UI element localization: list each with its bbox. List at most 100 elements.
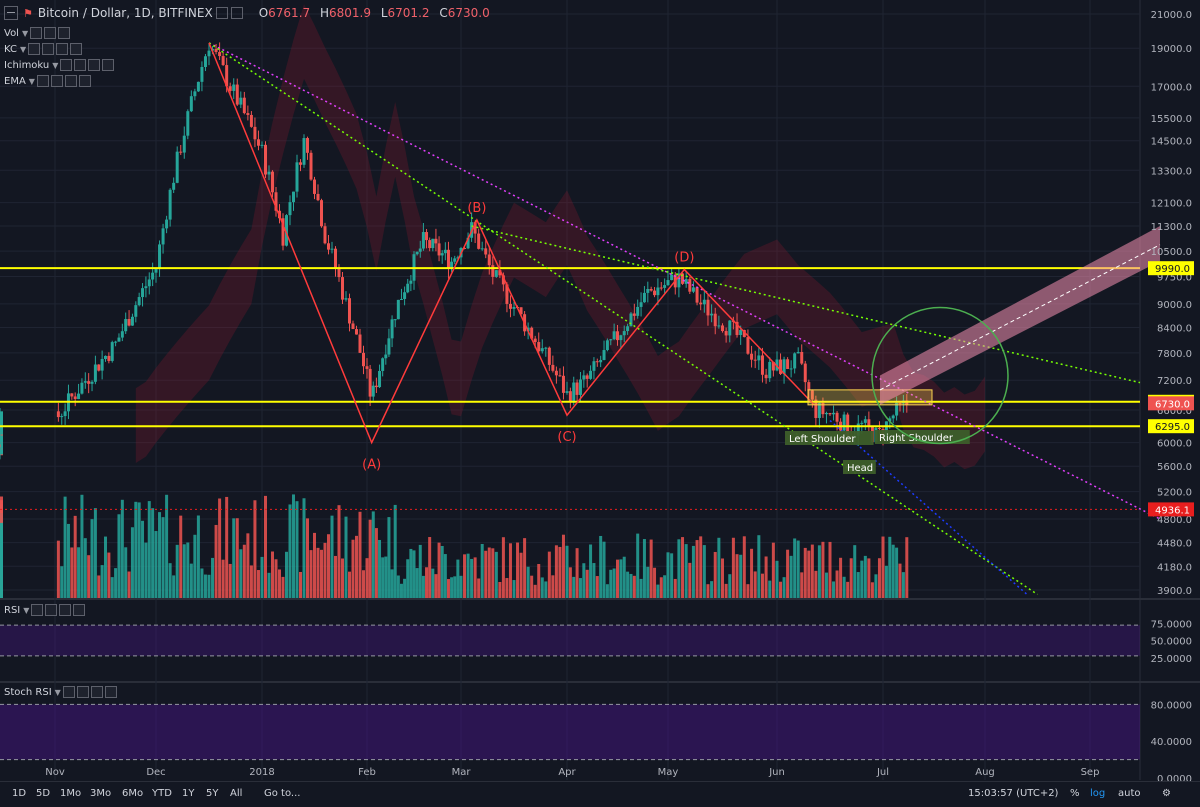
gear-icon[interactable] xyxy=(42,43,55,55)
log-toggle[interactable]: log xyxy=(1090,788,1106,799)
volume-bar xyxy=(189,563,193,598)
price-tick-label: 19000.0 xyxy=(1151,44,1192,55)
collapse-icon[interactable] xyxy=(4,6,18,20)
volume-bar xyxy=(856,572,860,598)
more-icon[interactable] xyxy=(73,604,86,616)
more-icon[interactable] xyxy=(104,686,117,698)
candle-body xyxy=(582,375,586,380)
volume-bar xyxy=(612,568,616,598)
chevron-down-icon[interactable]: ▼ xyxy=(54,687,61,697)
left-shoulder-label: Left Shoulder xyxy=(785,431,874,445)
candle-body xyxy=(327,243,330,250)
candle-body xyxy=(87,381,91,384)
volume-bar xyxy=(793,538,797,598)
pane-rsi-legend[interactable]: RSI ▼ xyxy=(4,603,86,617)
candle-body xyxy=(599,359,603,363)
range-1y-button[interactable]: 1Y xyxy=(182,788,195,799)
chevron-down-icon[interactable]: ▼ xyxy=(23,605,30,615)
indicator-ichimoku[interactable]: Ichimoku ▼ xyxy=(4,58,115,72)
range-3mo-button[interactable]: 3Mo xyxy=(90,788,112,799)
eye-icon[interactable] xyxy=(28,43,41,55)
candle-body xyxy=(663,285,667,288)
volume-bar xyxy=(256,570,260,598)
indicator-ema[interactable]: EMA ▼ xyxy=(4,74,91,88)
range-1d-button[interactable]: 1D xyxy=(12,788,27,799)
auto-toggle[interactable]: auto xyxy=(1118,788,1141,799)
candle-body xyxy=(144,286,148,289)
candle-body xyxy=(605,340,609,351)
candle-body xyxy=(396,299,400,320)
volume-bar xyxy=(378,539,382,598)
volume-bar xyxy=(619,559,623,598)
range-6mo-button[interactable]: 6Mo xyxy=(122,788,144,799)
settings-box-icon[interactable] xyxy=(230,7,243,19)
indicator-kc[interactable]: KC ▼ xyxy=(4,42,83,56)
bitfinex-logo-icon: ⚑ xyxy=(23,6,33,20)
volume-bar xyxy=(768,580,772,598)
candle-body xyxy=(684,279,688,284)
close-icon[interactable] xyxy=(58,27,71,39)
more-icon[interactable] xyxy=(102,59,115,71)
symbol-title[interactable]: Bitcoin / Dollar, 1D, BITFINEX xyxy=(37,6,213,20)
volume-bar xyxy=(839,557,843,598)
volume-bar xyxy=(218,498,222,598)
candle-body xyxy=(378,370,382,388)
gear-icon[interactable] xyxy=(74,59,87,71)
range-ytd-button[interactable]: YTD xyxy=(152,788,172,799)
indicator-vol[interactable]: Vol ▼ xyxy=(4,26,71,40)
eye-icon[interactable] xyxy=(36,75,49,87)
candle-body xyxy=(330,248,334,250)
candle-body xyxy=(602,350,606,360)
candle-body xyxy=(846,414,850,436)
range-5y-button[interactable]: 5Y xyxy=(206,788,219,799)
eye-icon[interactable] xyxy=(60,59,73,71)
close-icon[interactable] xyxy=(88,59,101,71)
candle-body xyxy=(753,359,757,361)
close-icon[interactable] xyxy=(64,75,77,87)
volume-bar xyxy=(782,577,786,598)
gear-icon[interactable] xyxy=(50,75,63,87)
volume-bar xyxy=(572,576,576,598)
candle-body xyxy=(616,331,619,341)
range-all-button[interactable]: All xyxy=(230,788,243,799)
volume-bar xyxy=(83,538,87,598)
close-icon[interactable] xyxy=(59,604,72,616)
gear-icon[interactable] xyxy=(45,604,58,616)
candle-body xyxy=(895,402,899,416)
price-tick-label: 7800.0 xyxy=(1157,349,1192,360)
time-tick-label: Nov xyxy=(45,767,65,778)
pane-stoch-legend[interactable]: Stoch RSI ▼ xyxy=(4,685,117,699)
price-tag-bg xyxy=(1148,261,1194,276)
candle-body xyxy=(399,298,403,300)
range-5d-button[interactable]: 5D xyxy=(36,788,51,799)
candle-body xyxy=(348,298,351,324)
settings-box-icon[interactable] xyxy=(215,7,228,19)
price-tag-label: 6295.0 xyxy=(1155,422,1190,433)
close-icon[interactable] xyxy=(90,686,103,698)
chevron-down-icon[interactable]: ▼ xyxy=(21,28,29,38)
range-1mo-button[interactable]: 1Mo xyxy=(60,788,82,799)
chevron-down-icon[interactable]: ▼ xyxy=(52,60,59,70)
price-tag-label: 4936.1 xyxy=(1155,505,1190,516)
eye-icon[interactable] xyxy=(30,27,43,39)
more-icon[interactable] xyxy=(78,75,91,87)
eye-icon[interactable] xyxy=(62,686,75,698)
close-icon[interactable] xyxy=(56,43,69,55)
gear-icon[interactable]: ⚙ xyxy=(1162,788,1171,799)
gear-icon[interactable] xyxy=(44,27,57,39)
cloud-area xyxy=(135,4,986,470)
candle-body xyxy=(803,363,807,383)
volume-bar xyxy=(721,558,724,598)
percent-toggle[interactable]: % xyxy=(1070,788,1080,799)
candle-body xyxy=(130,316,134,326)
candle-body xyxy=(214,48,218,53)
more-icon[interactable] xyxy=(70,43,83,55)
goto-button[interactable]: Go to... xyxy=(264,788,301,799)
gear-icon[interactable] xyxy=(76,686,89,698)
eye-icon[interactable] xyxy=(31,604,44,616)
chevron-down-icon[interactable]: ▼ xyxy=(20,44,27,54)
chevron-down-icon[interactable]: ▼ xyxy=(28,76,35,86)
volume-bar xyxy=(151,508,155,598)
